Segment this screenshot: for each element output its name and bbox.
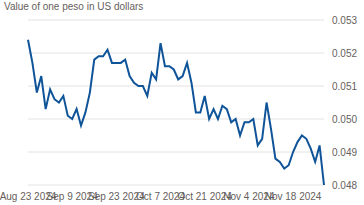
svg-text:0.052: 0.052: [332, 48, 357, 59]
svg-text:0.053: 0.053: [332, 15, 357, 26]
svg-text:Oct 7 2024: Oct 7 2024: [136, 191, 185, 203]
svg-text:Oct 21 2024: Oct 21 2024: [177, 191, 232, 203]
svg-text:Sep 23 2024: Sep 23 2024: [88, 191, 145, 203]
svg-text:0.051: 0.051: [332, 81, 357, 92]
svg-text:Nov 4 2024: Nov 4 2024: [223, 191, 275, 203]
svg-text:0.050: 0.050: [332, 114, 357, 125]
svg-text:Sep 9 2024: Sep 9 2024: [46, 191, 98, 203]
svg-text:Nov 18 2024: Nov 18 2024: [265, 191, 322, 202]
svg-text:0.048: 0.048: [332, 180, 357, 191]
svg-text:0.049: 0.049: [332, 147, 357, 158]
html-text:Value of one peso in US dollar: Value of one peso in US dollars: [4, 1, 144, 12]
